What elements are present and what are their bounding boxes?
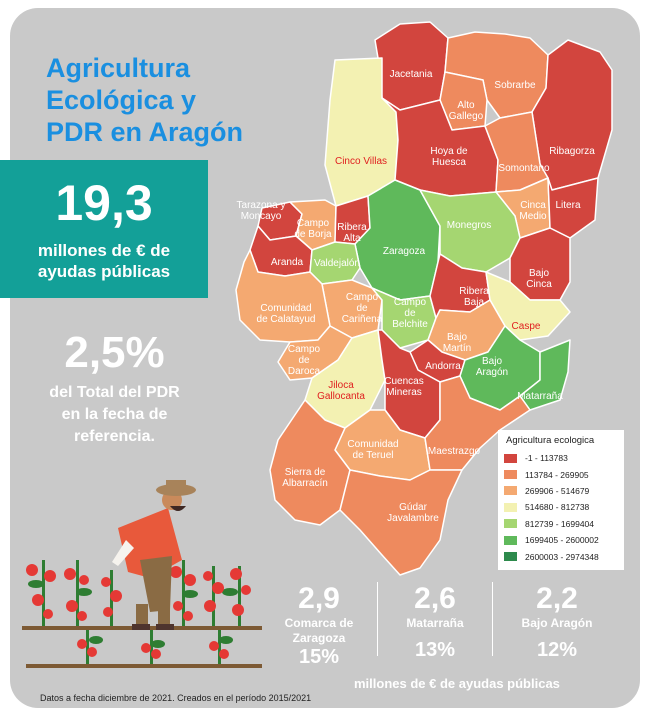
label-campo-borja: Campo de Borja — [294, 218, 332, 240]
stat-bajo-aragon-pct: 12% — [536, 639, 578, 661]
label-andorra: Andorra — [425, 361, 461, 372]
label-sierra-albarracin: Sierra de Albarracín — [282, 467, 328, 489]
label-zaragoza: Zaragoza — [382, 246, 426, 257]
label-gudar-javalambre: Gúdar Javalambre — [387, 502, 439, 524]
legend-item: 113784 - 269905 — [504, 466, 624, 482]
label-cinca-medio: Cinca Medio — [519, 200, 547, 222]
stat-zaragoza: 2,9 Comarca de Zaragoza 15% — [266, 582, 372, 669]
legend-swatch — [504, 535, 517, 545]
label-bajo-martin: Bajo Martín — [442, 332, 472, 354]
infographic-title: Agricultura Ecológica y PDR en Aragón — [46, 53, 244, 147]
label-comunidad-teruel: Comunidad de Teruel — [347, 439, 399, 461]
region-gudar-javalambre — [339, 469, 463, 576]
legend-title: Agricultura ecologica — [506, 435, 595, 446]
legend-label: 269906 - 514679 — [525, 485, 590, 496]
region-matarrana — [519, 339, 571, 411]
label-alto-gallego: Alto Gallego — [448, 100, 484, 122]
legend-label: 812739 - 1699404 — [525, 518, 595, 529]
legend-swatch — [504, 502, 517, 512]
stat-bajo-aragon-name: Bajo Aragón — [521, 616, 593, 630]
stat-zaragoza-name: Comarca de Zaragoza — [284, 616, 354, 645]
label-bajo-cinca: Bajo Cinca — [526, 268, 552, 290]
legend-item: 2600003 - 2974348 — [504, 548, 624, 564]
legend-label: 1699405 - 2600002 — [525, 535, 599, 546]
legend-swatch — [504, 453, 517, 463]
label-monegros: Monegros — [446, 220, 492, 231]
headline-value: 19,3 — [55, 175, 153, 231]
label-matarrana: Matarraña — [517, 391, 563, 402]
label-calatayud: Comunidad de Calatayud — [256, 303, 316, 325]
map-legend: Agricultura ecologica -1 - 113783 113784 … — [498, 430, 624, 570]
label-cinco-villas: Cinco Villas — [334, 156, 388, 167]
label-jiloca: Jiloca Gallocanta — [317, 380, 365, 402]
legend-swatch — [504, 552, 517, 562]
legend-swatch — [504, 519, 517, 529]
footnote: Datos a fecha diciembre de 2021. Creados… — [40, 693, 312, 703]
stat-zaragoza-value: 2,9 — [298, 582, 340, 615]
label-maestrazgo: Maestrazgo — [427, 446, 481, 457]
legend-label: -1 - 113783 — [525, 453, 568, 464]
legend-item: 514680 - 812738 — [504, 499, 624, 515]
label-litera: Litera — [555, 200, 581, 211]
label-campo-daroca: Campo de Daroca — [287, 344, 321, 377]
stat-matarrana-pct: 13% — [414, 639, 456, 661]
share-value: 2,5% — [64, 328, 165, 377]
stat-bajo-aragon-value: 2,2 — [536, 582, 578, 615]
label-ribera-alta: Ribera Alta — [337, 222, 367, 244]
legend-swatch — [504, 486, 517, 496]
units-note: millones de € de ayudas públicas — [354, 676, 560, 691]
stat-matarrana-name: Matarraña — [406, 616, 464, 630]
label-ribagorza: Ribagorza — [549, 146, 595, 157]
legend-label: 514680 - 812738 — [525, 502, 590, 513]
legend-item: -1 - 113783 — [504, 450, 624, 466]
legend-item: 812739 - 1699404 — [504, 516, 624, 532]
stat-matarrana: 2,6 Matarraña 13% — [382, 582, 488, 662]
label-sobrarbe: Sobrarbe — [494, 80, 536, 91]
label-campo-carinena: Campo de Cariñena — [341, 292, 383, 325]
label-jacetania: Jacetania — [389, 69, 433, 80]
headline-unit: millones de € de ayudas públicas — [37, 241, 171, 281]
headline-box: 19,3 millones de € de ayudas públicas — [0, 160, 208, 298]
stat-bajo-aragon: 2,2 Bajo Aragón 12% — [498, 582, 616, 662]
legend-item: 1699405 - 2600002 — [504, 532, 624, 548]
stat-zaragoza-pct: 15% — [298, 646, 340, 668]
share-caption: del Total del PDR en la fecha de referen… — [49, 384, 180, 445]
label-caspe: Caspe — [511, 321, 541, 332]
legend-label: 2600003 - 2974348 — [525, 551, 599, 562]
legend-swatch — [504, 470, 517, 480]
label-cuencas-mineras: Cuencas Mineras — [384, 376, 424, 398]
label-campo-belchite: Campo de Belchite — [392, 297, 428, 330]
legend-label: 113784 - 269905 — [525, 469, 589, 480]
label-tarazona: Tarazona y Moncayo — [236, 200, 286, 222]
stat-matarrana-value: 2,6 — [414, 582, 456, 615]
label-aranda: Aranda — [270, 257, 304, 268]
stat-divider-2 — [492, 582, 493, 656]
stat-divider-1 — [377, 582, 378, 656]
label-bajo-aragon: Bajo Aragón — [475, 356, 509, 378]
label-somontano: Somontano — [498, 163, 550, 174]
label-valdejalon: Valdejalón — [314, 258, 360, 269]
label-ribera-baja: Ribera Baja — [459, 286, 489, 308]
legend-item: 269906 - 514679 — [504, 483, 624, 499]
label-hoya-huesca: Hoya de Huesca — [430, 146, 468, 168]
